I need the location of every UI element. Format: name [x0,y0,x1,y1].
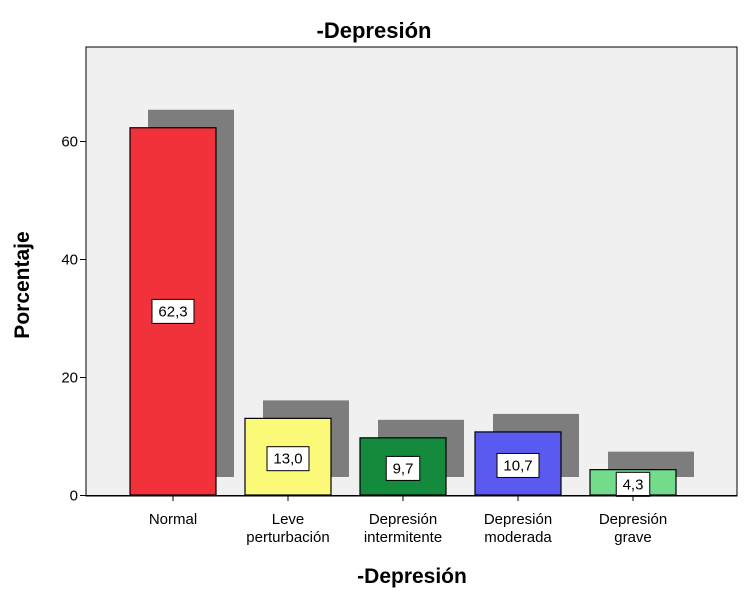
data-label: 62,3 [158,303,187,320]
x-tick-label: Leve [272,511,305,528]
x-axis-label: -Depresión [357,565,467,588]
y-axis-label: Porcentaje [11,231,34,338]
category-labels: Normal LeveperturbaciónDepresiónintermite… [149,495,667,546]
bars-group: 62,3 13,0 9,7 10,7 4,3 [129,109,694,497]
data-label-box [496,452,540,478]
data-label-box [385,455,421,481]
x-tick-label: moderada [484,529,552,546]
y-tick-label: 40 [61,252,78,269]
data-label: 4,3 [623,476,644,493]
x-tick-label: Depresión [599,511,667,528]
x-tick-label: perturbación [246,529,329,546]
data-label: 9,7 [393,460,414,477]
x-tick-label: Normal [149,511,197,528]
data-label-box [266,446,310,472]
data-label: 10,7 [503,457,532,474]
x-tick-label: Depresión [369,511,437,528]
y-tick-label: 60 [61,134,78,151]
y-axis-ticks: 0 20 40 60 [61,134,86,505]
x-tick-label: intermitente [364,529,442,546]
data-label-box [615,471,651,497]
data-label-box [151,298,195,324]
chart-title: -Depresión [317,18,432,43]
data-label: 13,0 [273,451,302,468]
y-tick-label: 0 [70,488,78,505]
y-tick-label: 20 [61,370,78,387]
x-tick-label: grave [614,529,652,546]
x-tick-label: Depresión [484,511,552,528]
